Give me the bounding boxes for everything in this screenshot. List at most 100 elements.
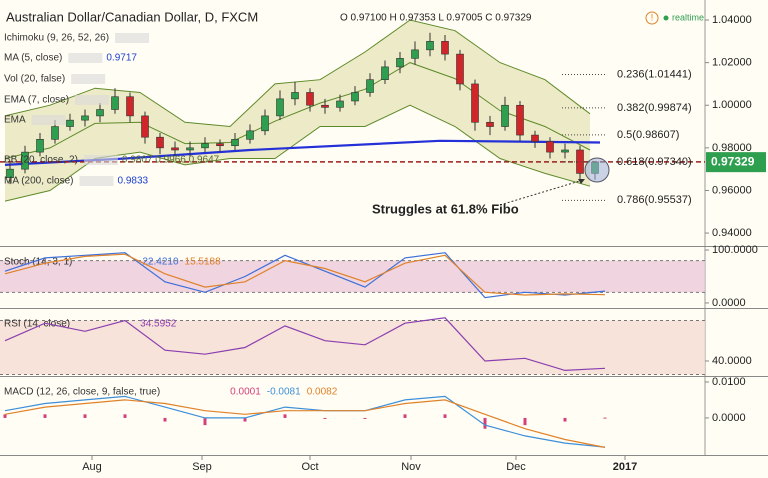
indicator-icons [75,95,110,105]
candle-body [366,79,374,93]
y-tick-label: 1.04000 [712,14,752,26]
histogram-bar [163,417,167,422]
candle-body [96,109,104,117]
candle-body [561,149,569,153]
candle-body [156,136,164,149]
candle-body [456,53,464,85]
realtime-dot [663,15,669,21]
indicator-line [4,253,606,296]
indicator-label: MA (200, close) [4,176,73,187]
candle-body [321,104,329,108]
y-tick-label: 1.02000 [712,57,752,69]
candle-body [471,83,479,123]
fib-label: 0.5(0.98607) [617,129,679,141]
candle-body [66,119,74,127]
candle-body [516,104,524,136]
histogram-bar [43,414,47,418]
histogram-bar [363,417,367,419]
indicator-readout: 0.9833 [117,176,148,187]
candle-body [36,139,44,153]
bollinger-upper [4,19,591,128]
candle-body [501,104,509,127]
x-tick-label: Sep [192,461,212,473]
annotation-arrow [499,179,584,206]
candle-body [396,58,404,68]
chart-title: Australian Dollar/Canadian Dollar, D, FX… [6,9,258,24]
indicator-readout: 0.9807 0.9966 0.9647 [122,155,220,166]
candle-body [126,96,134,117]
x-tick-label: Aug [82,461,102,473]
candle-body [21,151,29,170]
last-price-label: 0.97329 [711,154,755,168]
indicator-readout: 34.5952 [140,319,177,330]
indicator-readout: 0.9717 [106,53,137,64]
indicator-line [4,252,606,299]
alert-icon [645,11,659,25]
indicator-readout: -0.0081 [267,387,301,398]
chart-content: 0.236(1.01441) 0.382(0.99874) 0.5(0.98607)… [0,14,766,473]
fib-label: 0.236(1.01441) [617,68,692,80]
histogram-bar [403,414,407,418]
candle-body [171,147,179,151]
indicator-readout: 15.5188 [185,257,222,268]
bollinger-fill [5,20,590,202]
indicator-label: EMA [4,115,26,126]
candle-body [141,115,149,138]
ohlc-readout: O 0.97100 H 0.97353 L 0.97005 C 0.97329 [340,13,532,24]
indicator-icons [68,53,103,63]
x-tick-label: 2017 [613,461,637,473]
histogram-bar [3,414,7,418]
panel-label: RSI (14, close) [4,319,70,330]
x-tick-label: Oct [301,461,318,473]
candle-body [276,98,284,117]
histogram-bar [523,417,527,426]
indicator-label: Ichimoku (9, 26, 52, 26) [4,33,109,44]
y-tick-label: 0.96000 [712,184,752,196]
indicator-icons [31,115,66,125]
candle-body [351,92,359,102]
histogram-bar [83,414,87,418]
candle-body [291,92,299,100]
candle-body [51,126,59,140]
fib-label: 0.618(0.97340) [617,156,692,168]
histogram-bar [203,417,207,426]
candle-body [531,134,539,142]
indicator-line [4,395,606,448]
histogram-bar [483,417,487,429]
candle-body [111,96,119,110]
indicator-label: MA (5, close) [4,53,62,64]
candle-body [486,121,494,127]
fib-label: 0.382(0.99874) [617,102,692,114]
candle-body [261,115,269,132]
panel-label: MACD (12, 26, close, 9, false, true) [4,387,160,398]
candle-body [441,41,449,55]
status: realtime [672,12,704,22]
candle-body [216,143,224,147]
x-tick-label: Dec [506,461,526,473]
candle-body [81,115,89,121]
candle-body [426,41,434,51]
candle-body [231,139,239,147]
indicator-label: Vol (20, false) [4,74,65,85]
histogram-bar [243,417,247,422]
histogram-bar [603,417,607,419]
y-tick-label: 0.0000 [712,412,746,424]
candle-body [546,141,554,153]
indicator-icons [115,33,150,43]
y-tick-label: 1.00000 [712,99,752,111]
last-price-tag [706,152,766,173]
indicator-line [4,317,606,372]
y-tick-label: 40.0000 [712,355,752,367]
highlight-circle [584,157,610,183]
indicator-readout: 0.0001 [230,387,261,398]
y-tick-label: 0.98000 [712,142,752,154]
candle-body [186,147,194,151]
candle-body [6,168,14,178]
candle-body [336,100,344,108]
indicator-readout: 22.4210 [142,257,179,268]
indicator-label: EMA (7, close) [4,95,69,106]
level-fill [0,320,705,375]
level-fill [0,260,705,293]
indicator-readout: 0.0082 [307,387,338,398]
